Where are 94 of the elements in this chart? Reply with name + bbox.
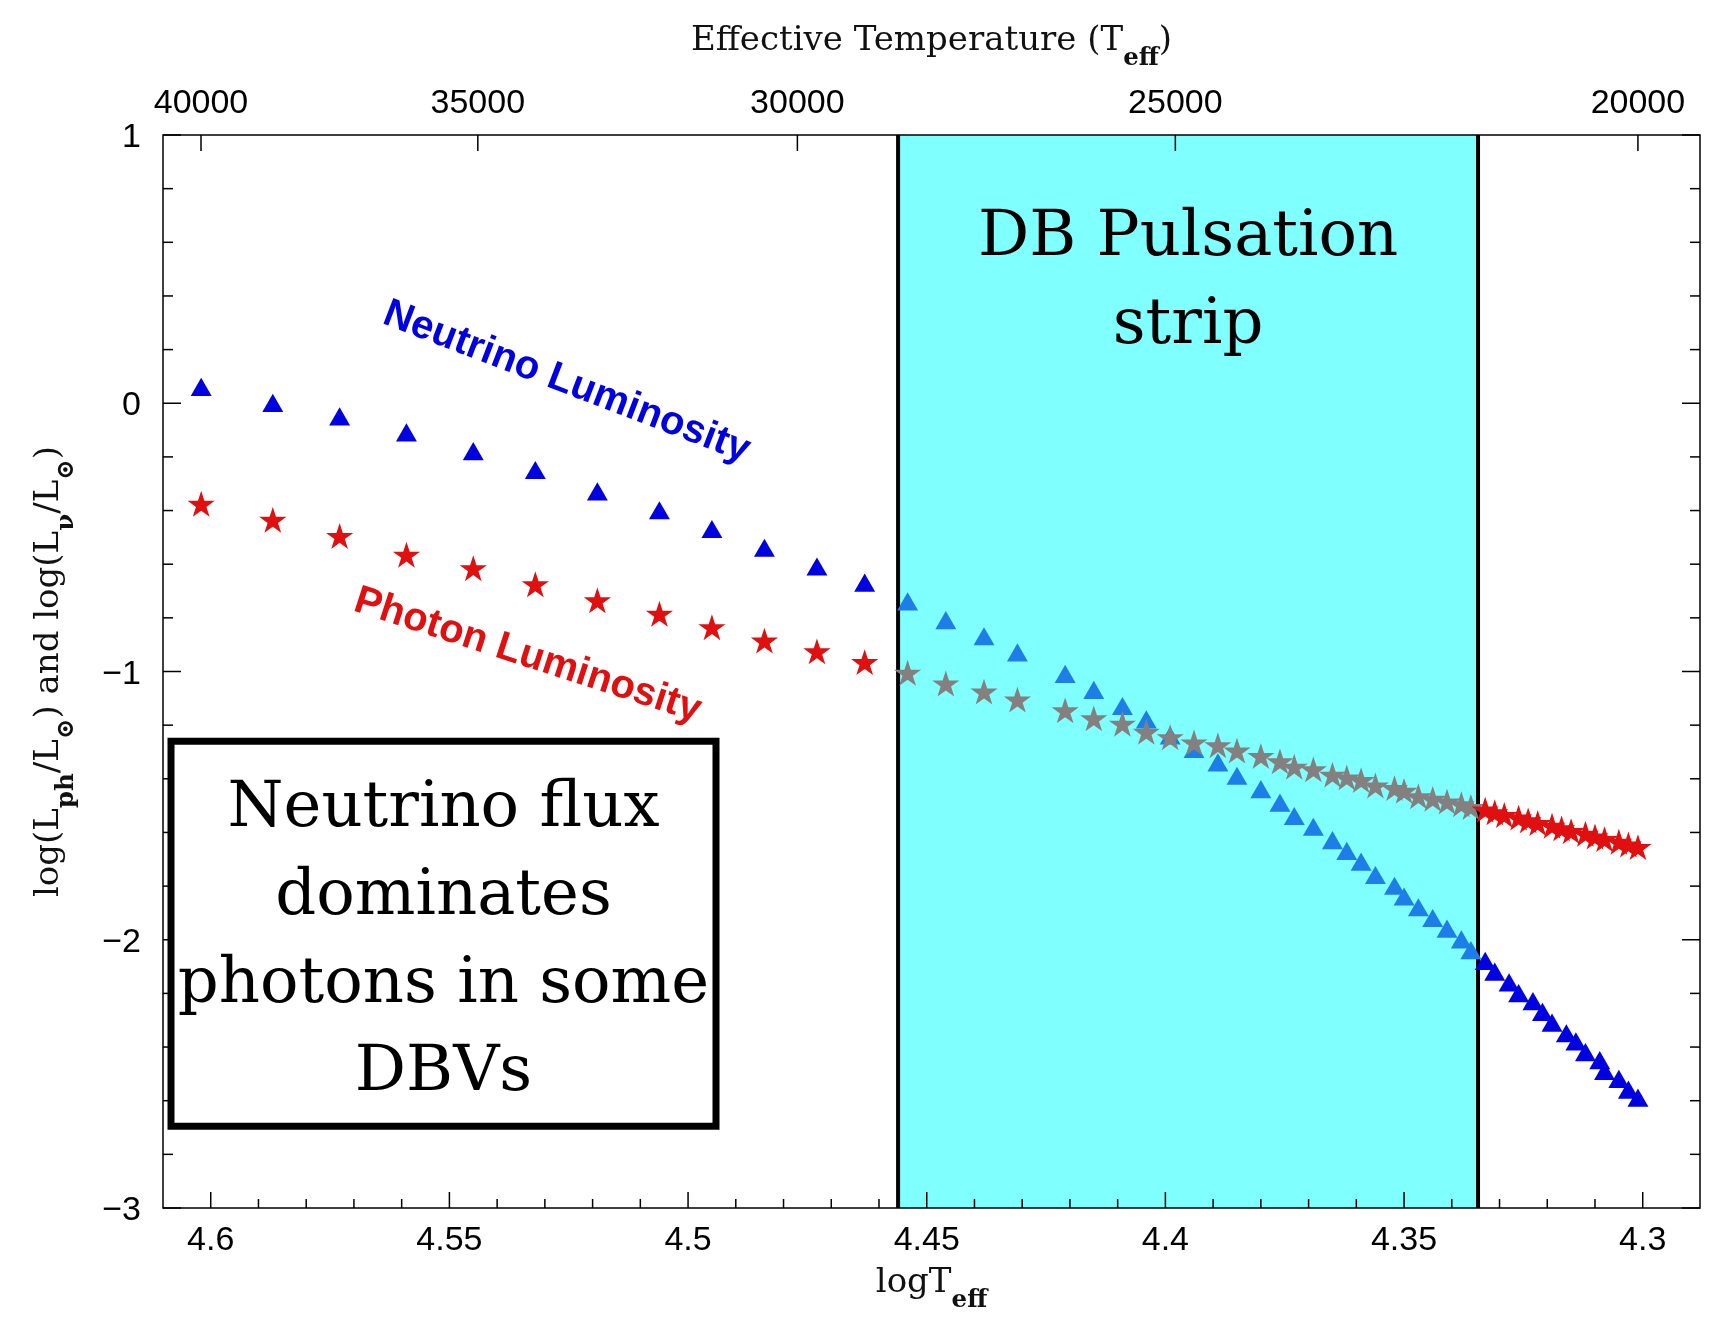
point bbox=[1532, 1002, 1553, 1021]
x-tick-label: 4.3 bbox=[1619, 1219, 1667, 1257]
point bbox=[1460, 941, 1482, 960]
point bbox=[1574, 1043, 1596, 1062]
point bbox=[1132, 718, 1160, 745]
point bbox=[894, 659, 922, 686]
point bbox=[1204, 732, 1232, 759]
point bbox=[1541, 1013, 1563, 1032]
point bbox=[1302, 817, 1324, 836]
x-tick-label: 4.6 bbox=[187, 1219, 235, 1257]
point bbox=[701, 519, 723, 539]
point bbox=[1108, 710, 1137, 737]
x-axis-title: logT$_{eff}$ bbox=[875, 1260, 990, 1313]
point bbox=[897, 592, 919, 611]
point bbox=[392, 541, 421, 568]
point bbox=[1522, 992, 1544, 1011]
point bbox=[1484, 962, 1506, 981]
point bbox=[1180, 729, 1208, 756]
x2-axis-title: Effective Temperature (T$_{eff}$) bbox=[690, 18, 1173, 71]
y-tick-label: −1 bbox=[102, 652, 141, 691]
x-tick-label: 4.5 bbox=[664, 1219, 712, 1257]
point bbox=[1223, 737, 1251, 764]
y-tick-label: −2 bbox=[102, 920, 141, 959]
point bbox=[1250, 780, 1272, 799]
point bbox=[262, 393, 284, 412]
x2-tick-label: 40000 bbox=[153, 82, 249, 120]
point bbox=[1608, 1069, 1630, 1088]
point bbox=[259, 506, 287, 533]
x-tick-label: 4.55 bbox=[416, 1219, 483, 1257]
point bbox=[1111, 696, 1133, 716]
x2-tick-label: 35000 bbox=[430, 82, 526, 120]
point bbox=[753, 538, 775, 557]
x2-tick-label: 25000 bbox=[1128, 82, 1223, 120]
point bbox=[1508, 983, 1530, 1003]
point bbox=[1006, 643, 1028, 662]
point bbox=[973, 627, 995, 646]
point bbox=[970, 678, 998, 705]
point bbox=[521, 571, 549, 598]
point bbox=[1051, 697, 1079, 724]
point bbox=[1003, 686, 1032, 713]
point bbox=[1080, 705, 1108, 732]
point bbox=[583, 587, 611, 614]
point bbox=[329, 407, 351, 426]
point bbox=[1450, 930, 1472, 949]
point bbox=[190, 377, 212, 396]
point bbox=[1407, 898, 1429, 917]
point bbox=[187, 490, 215, 517]
point bbox=[1321, 831, 1343, 850]
point bbox=[1474, 951, 1496, 970]
point bbox=[1283, 806, 1305, 826]
point bbox=[750, 627, 779, 654]
point bbox=[935, 611, 957, 630]
point bbox=[1393, 887, 1415, 906]
point bbox=[1436, 919, 1458, 938]
point bbox=[1384, 876, 1405, 895]
point bbox=[1156, 724, 1184, 751]
point bbox=[586, 482, 608, 501]
x-tick-label: 4.4 bbox=[1141, 1219, 1190, 1257]
point bbox=[1266, 748, 1294, 775]
point bbox=[1364, 865, 1386, 885]
point bbox=[524, 460, 546, 480]
annotation: Neutrino flux dominates photons in some DBVs bbox=[177, 767, 710, 1106]
y-tick-label: −3 bbox=[102, 1189, 141, 1227]
point bbox=[648, 501, 670, 520]
point bbox=[1565, 1032, 1587, 1051]
point bbox=[1350, 852, 1372, 871]
point bbox=[932, 670, 960, 697]
point bbox=[851, 649, 879, 676]
point bbox=[806, 557, 828, 576]
point bbox=[803, 638, 831, 665]
point bbox=[1247, 743, 1275, 769]
y-tick-label: 0 bbox=[122, 384, 141, 423]
x2-tick-label: 20000 bbox=[1590, 82, 1686, 120]
point bbox=[1207, 753, 1229, 772]
point bbox=[326, 523, 354, 549]
point bbox=[462, 442, 484, 461]
y-tick-label: 1 bbox=[122, 116, 141, 154]
point bbox=[1083, 680, 1105, 700]
x-tick-label: 4.45 bbox=[893, 1219, 960, 1257]
point bbox=[854, 573, 876, 592]
point bbox=[1054, 664, 1076, 683]
point bbox=[645, 600, 674, 627]
point bbox=[1336, 841, 1358, 860]
point bbox=[395, 423, 417, 442]
point bbox=[1226, 766, 1248, 785]
point bbox=[1269, 793, 1291, 812]
band-label: DB Pulsation strip bbox=[977, 196, 1399, 358]
point bbox=[1627, 1088, 1649, 1107]
x2-tick-label: 30000 bbox=[750, 82, 845, 120]
point bbox=[459, 555, 487, 582]
x-tick-label: 4.35 bbox=[1370, 1219, 1438, 1257]
point bbox=[1422, 908, 1444, 928]
point bbox=[1498, 973, 1520, 992]
point bbox=[1299, 756, 1327, 783]
